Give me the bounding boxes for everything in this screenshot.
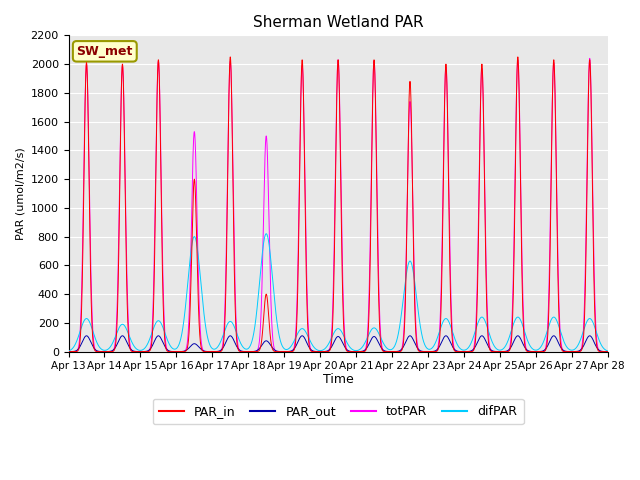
Title: Sherman Wetland PAR: Sherman Wetland PAR bbox=[253, 15, 424, 30]
Legend: PAR_in, PAR_out, totPAR, difPAR: PAR_in, PAR_out, totPAR, difPAR bbox=[152, 399, 524, 424]
Text: SW_met: SW_met bbox=[77, 45, 133, 58]
X-axis label: Time: Time bbox=[323, 372, 353, 386]
Y-axis label: PAR (umol/m2/s): PAR (umol/m2/s) bbox=[15, 147, 25, 240]
